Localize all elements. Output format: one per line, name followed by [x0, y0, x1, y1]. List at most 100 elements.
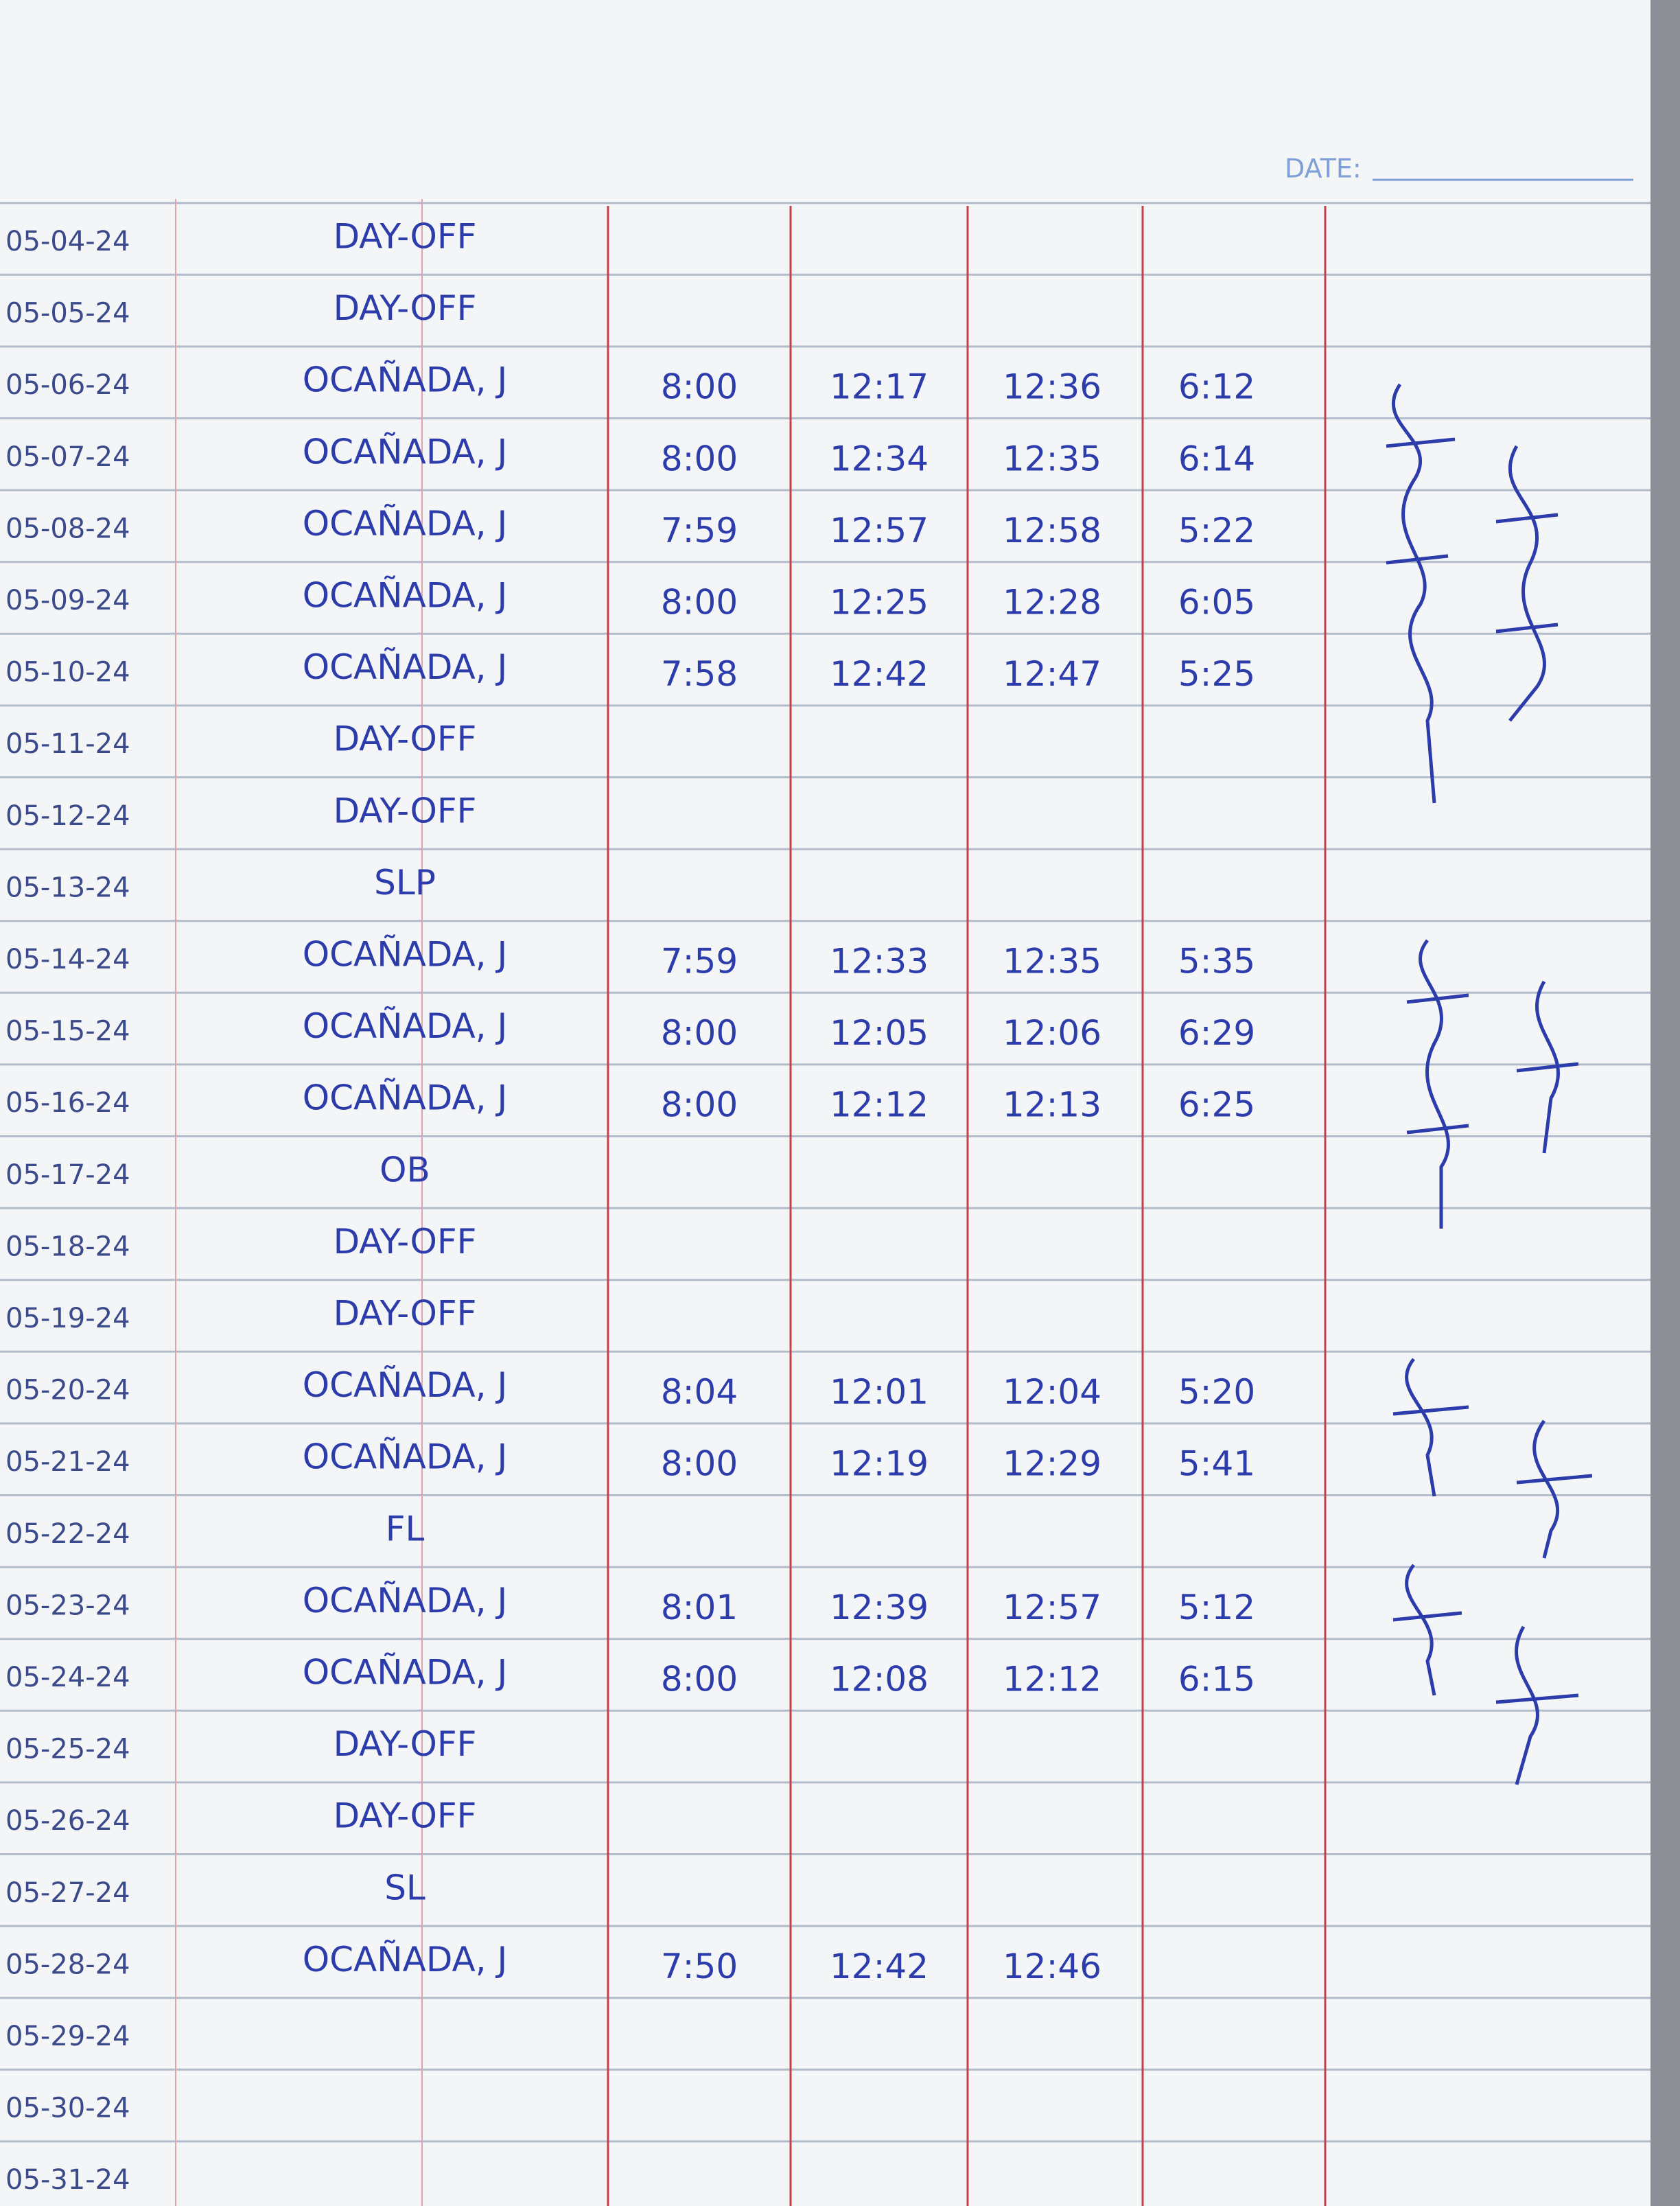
time-cell: 6:12 [1178, 367, 1255, 407]
time-cell: 12:46 [1003, 1947, 1101, 1986]
entry-cell: DAY-OFF [334, 288, 477, 328]
time-cell: 12:12 [1003, 1660, 1101, 1699]
entry-cell: DAY-OFF [334, 719, 477, 759]
time-cell: 7:59 [661, 942, 738, 982]
date-cell: 05-23-24 [5, 1590, 130, 1621]
time-cell: 12:05 [830, 1013, 929, 1053]
time-cell: 8:00 [661, 1660, 738, 1699]
time-cell: 12:29 [1003, 1444, 1101, 1484]
time-cell: 7:58 [661, 654, 738, 694]
entry-cell: OCAÑADA, J [303, 1006, 507, 1046]
entry-cell: OCAÑADA, J [303, 1653, 507, 1693]
time-cell: 6:25 [1178, 1085, 1255, 1125]
entry-cell: OCAÑADA, J [303, 935, 507, 975]
date-cell: 05-14-24 [5, 944, 130, 975]
date-cell: 05-12-24 [5, 800, 130, 832]
entry-cell: SLP [374, 863, 436, 903]
entry-cell: DAY-OFF [334, 1222, 477, 1262]
date-cell: 05-09-24 [5, 585, 130, 616]
signature [1386, 383, 1456, 804]
date-cell: 05-19-24 [5, 1303, 130, 1334]
entry-cell: OB [380, 1150, 430, 1189]
date-cell: 05-04-24 [5, 226, 130, 257]
entry-cell: OCAÑADA, J [303, 432, 507, 472]
entry-cell: DAY-OFF [334, 791, 477, 831]
entry-cell: OCAÑADA, J [303, 360, 507, 400]
time-cell: 8:00 [661, 1013, 738, 1053]
entry-cell: OCAÑADA, J [303, 1078, 507, 1118]
page-edge [1650, 0, 1680, 2206]
date-cell: 05-29-24 [5, 2021, 130, 2052]
time-cell: 8:01 [661, 1588, 738, 1627]
time-cell: 8:00 [661, 439, 738, 478]
time-cell: 12:35 [1003, 439, 1101, 478]
time-cell: 12:42 [830, 1947, 929, 1986]
time-cell: 12:33 [830, 942, 929, 982]
entry-cell: OCAÑADA, J [303, 1940, 507, 1979]
time-cell: 12:06 [1003, 1013, 1101, 1053]
time-cell: 12:47 [1003, 654, 1101, 694]
entry-cell: OCAÑADA, J [303, 504, 507, 544]
date-cell: 05-21-24 [5, 1446, 130, 1478]
date-cell: 05-22-24 [5, 1518, 130, 1550]
entry-cell: OCAÑADA, J [303, 1437, 507, 1477]
date-cell: 05-07-24 [5, 441, 130, 473]
date-cell: 05-13-24 [5, 872, 130, 903]
time-cell: 12:57 [1003, 1588, 1101, 1627]
time-cell: 6:15 [1178, 1660, 1255, 1699]
signature [1495, 1625, 1579, 1785]
time-cell: 12:08 [830, 1660, 929, 1699]
time-cell: 12:34 [830, 439, 929, 478]
entry-cell: OCAÑADA, J [303, 1365, 507, 1405]
signature [1516, 1419, 1593, 1559]
date-cell: 05-28-24 [5, 1949, 130, 1980]
signature [1516, 980, 1579, 1154]
date-cell: 05-27-24 [5, 1877, 130, 1909]
signature [1392, 1358, 1469, 1497]
date-cell: 05-30-24 [5, 2093, 130, 2124]
time-cell: 6:14 [1178, 439, 1255, 478]
date-label: DATE: [1285, 154, 1362, 184]
date-cell: 05-25-24 [5, 1734, 130, 1765]
entry-cell: OCAÑADA, J [303, 1581, 507, 1621]
time-cell: 6:29 [1178, 1013, 1255, 1053]
time-cell: 5:35 [1178, 942, 1255, 982]
time-cell: 8:00 [661, 583, 738, 623]
time-cell: 12:04 [1003, 1372, 1101, 1412]
entry-cell: DAY-OFF [334, 1796, 477, 1836]
time-cell: 7:50 [661, 1947, 738, 1986]
time-cell: 12:28 [1003, 583, 1101, 623]
date-cell: 05-16-24 [5, 1087, 130, 1119]
date-cell: 05-06-24 [5, 369, 130, 401]
time-cell: 8:00 [661, 1085, 738, 1125]
time-cell: 12:57 [830, 511, 929, 550]
signatures [1386, 383, 1593, 1785]
time-cell: 12:25 [830, 583, 929, 623]
signature [1406, 939, 1469, 1229]
date-cell: 05-05-24 [5, 298, 130, 329]
time-cell: 8:00 [661, 1444, 738, 1484]
time-cell: 12:12 [830, 1085, 929, 1125]
entry-cell: OCAÑADA, J [303, 647, 507, 687]
date-cell: 05-08-24 [5, 513, 130, 544]
entry-cell: DAY-OFF [334, 1724, 477, 1764]
time-cell: 12:36 [1003, 367, 1101, 407]
time-cell: 6:05 [1178, 583, 1255, 623]
entry-cell: DAY-OFF [334, 1294, 477, 1334]
time-cell: 5:25 [1178, 654, 1255, 694]
signature [1392, 1564, 1462, 1696]
entry-cell: DAY-OFF [334, 217, 477, 257]
signature [1495, 445, 1559, 722]
time-cell: 12:58 [1003, 511, 1101, 550]
date-cell: 05-11-24 [5, 728, 130, 760]
entry-cell: SL [384, 1868, 425, 1907]
time-cell: 12:01 [830, 1372, 929, 1412]
time-cell: 12:17 [830, 367, 929, 407]
date-cell: 05-17-24 [5, 1159, 130, 1191]
time-cell: 5:20 [1178, 1372, 1255, 1412]
entry-cell: FL [386, 1509, 425, 1548]
date-cell: 05-26-24 [5, 1805, 130, 1837]
date-cell: 05-20-24 [5, 1375, 130, 1406]
